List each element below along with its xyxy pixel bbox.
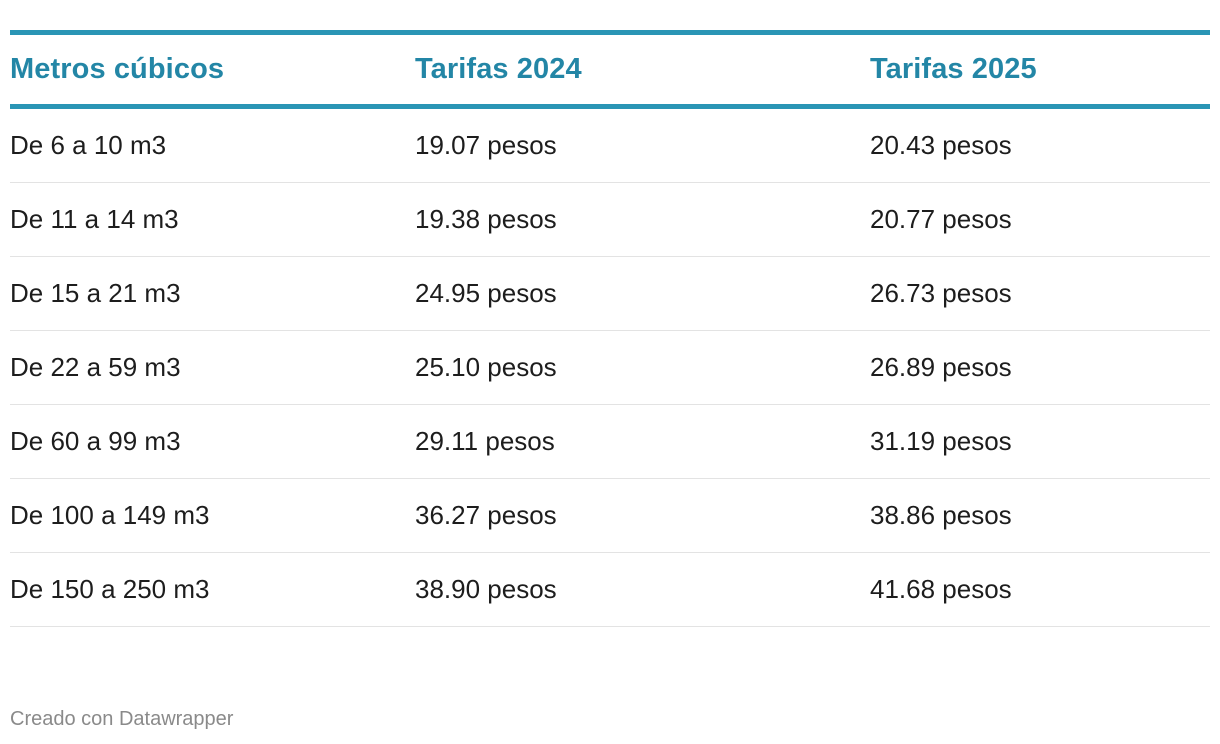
table-row: De 6 a 10 m3 19.07 pesos 20.43 pesos bbox=[10, 109, 1210, 183]
tarifa-2025-cell: 26.73 pesos bbox=[870, 278, 1012, 308]
column-header-tarifas-2025[interactable]: Tarifas 2025 bbox=[870, 53, 1037, 85]
range-cell: De 6 a 10 m3 bbox=[10, 130, 167, 160]
range-cell: De 11 a 14 m3 bbox=[10, 204, 179, 234]
range-cell: De 100 a 149 m3 bbox=[10, 500, 210, 530]
tarifa-2024-cell: 29.11 pesos bbox=[415, 426, 555, 456]
range-cell: De 22 a 59 m3 bbox=[10, 352, 181, 382]
datawrapper-credit: Creado con Datawrapper bbox=[10, 708, 234, 730]
table-row: De 11 a 14 m3 19.38 pesos 20.77 pesos bbox=[10, 183, 1210, 257]
tarifa-2024-cell: 38.90 pesos bbox=[415, 574, 557, 604]
table-header-row: Metros cúbicos Tarifas 2024 Tarifas 2025 bbox=[10, 35, 1210, 109]
tarifa-2024-cell: 25.10 pesos bbox=[415, 352, 557, 382]
table-row: De 100 a 149 m3 36.27 pesos 38.86 pesos bbox=[10, 479, 1210, 553]
tarifa-2025-cell: 20.43 pesos bbox=[870, 130, 1012, 160]
tarifa-2025-cell: 41.68 pesos bbox=[870, 574, 1012, 604]
table-top-rule bbox=[10, 30, 1210, 35]
column-header-tarifas-2024[interactable]: Tarifas 2024 bbox=[415, 53, 582, 85]
range-cell: De 60 a 99 m3 bbox=[10, 426, 181, 456]
range-cell: De 15 a 21 m3 bbox=[10, 278, 181, 308]
tarifa-2024-cell: 36.27 pesos bbox=[415, 500, 557, 530]
table-row: De 15 a 21 m3 24.95 pesos 26.73 pesos bbox=[10, 257, 1210, 331]
data-table: Metros cúbicos Tarifas 2024 Tarifas 2025… bbox=[10, 30, 1210, 627]
tarifa-2024-cell: 24.95 pesos bbox=[415, 278, 557, 308]
tarifa-2025-cell: 31.19 pesos bbox=[870, 426, 1012, 456]
column-header-metros[interactable]: Metros cúbicos bbox=[10, 53, 225, 85]
table-row: De 60 a 99 m3 29.11 pesos 31.19 pesos bbox=[10, 405, 1210, 479]
table-body: De 6 a 10 m3 19.07 pesos 20.43 pesos De 11 … bbox=[10, 109, 1210, 627]
table-row: De 150 a 250 m3 38.90 pesos 41.68 pesos bbox=[10, 553, 1210, 627]
tarifa-2024-cell: 19.38 pesos bbox=[415, 204, 557, 234]
tarifa-2024-cell: 19.07 pesos bbox=[415, 130, 557, 160]
tarifa-2025-cell: 38.86 pesos bbox=[870, 500, 1012, 530]
tarifa-2025-cell: 20.77 pesos bbox=[870, 204, 1012, 234]
range-cell: De 150 a 250 m3 bbox=[10, 574, 210, 604]
table-row: De 22 a 59 m3 25.10 pesos 26.89 pesos bbox=[10, 331, 1210, 405]
tarifa-2025-cell: 26.89 pesos bbox=[870, 352, 1012, 382]
